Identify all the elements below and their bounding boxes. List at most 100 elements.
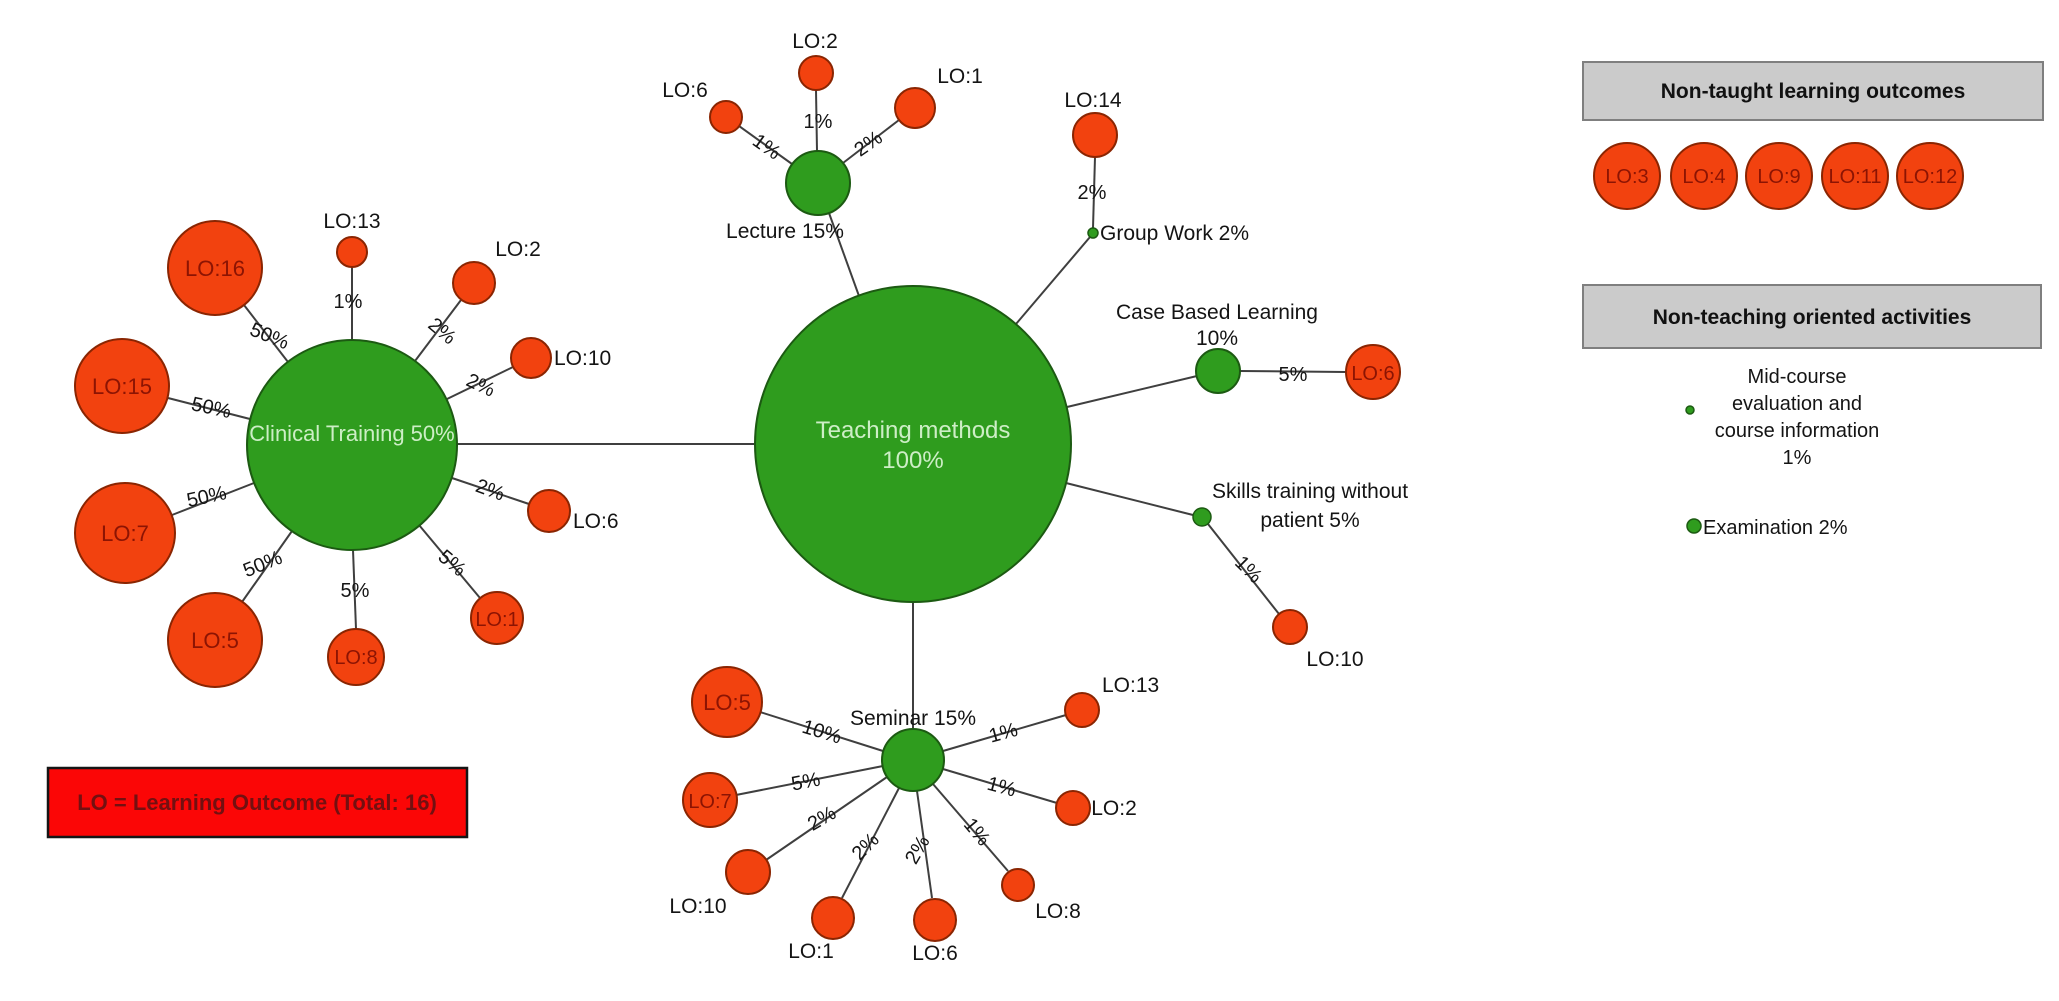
edge-seminar-lo5 (759, 711, 884, 752)
edge-percent: 5% (341, 580, 370, 602)
node-seminar-lo1 (811, 896, 855, 940)
lo-label: LO:8 (1035, 900, 1081, 923)
non-teaching-header-box (1582, 284, 2042, 349)
edge-percent: 1% (985, 773, 1019, 802)
lo-label: LO:2 (495, 238, 541, 261)
edge-percent: 5% (790, 769, 823, 796)
cluster-skills-training: Skills training without patient 5% LO:10… (1192, 480, 1408, 671)
edge-percent: 50% (189, 393, 233, 423)
edge-clinical-lo6 (451, 477, 530, 505)
lo-label: LO:5 (191, 628, 239, 653)
note-box (46, 766, 469, 839)
case-based-learning-circle (1195, 348, 1241, 394)
edge-clinical-lo16 (243, 304, 289, 363)
lo-label: LO:10 (1306, 648, 1363, 671)
group-work-label: Group Work 2% (1100, 222, 1249, 245)
node-nontaught-lo4 (1670, 142, 1738, 210)
lo-label: LO:4 (1682, 166, 1725, 188)
lo-label: LO:7 (101, 521, 149, 546)
node-lecture-lo1 (894, 87, 936, 129)
node-nontaught-lo9 (1745, 142, 1813, 210)
node-nontaught-lo12 (1896, 142, 1964, 210)
edge-seminar-lo7 (735, 765, 884, 796)
node-clinical-lo16 (167, 220, 263, 316)
case-based-learning-percent: 10% (1196, 327, 1238, 350)
node-seminar-lo10 (725, 849, 771, 895)
node-seminar-lo2 (1055, 790, 1091, 826)
edge-percent: 50% (240, 547, 286, 582)
skills-training-percent: patient 5% (1260, 509, 1359, 532)
edge-cbl-lo6 (1239, 370, 1347, 373)
lo-label: LO:6 (912, 942, 958, 965)
edge-percent: 2% (901, 832, 935, 868)
edge-clinical-lo15 (167, 397, 251, 420)
mid-course-line2: evaluation and (1732, 393, 1862, 415)
lo-label: LO:15 (92, 374, 152, 399)
node-nontaught-lo3 (1593, 142, 1661, 210)
lo-label: LO:13 (1102, 674, 1159, 697)
mid-course-percent: 1% (1783, 447, 1812, 469)
edge-seminar-lo1 (841, 787, 900, 899)
edge-center-cbl (1066, 375, 1198, 408)
note-text: LO = Learning Outcome (Total: 16) (77, 790, 437, 815)
non-teaching-title: Non-teaching oriented activities (1653, 306, 1972, 329)
lo-label: LO:1 (475, 609, 518, 631)
edge-seminar-lo10 (765, 776, 888, 861)
edge-seminar-lo13 (942, 714, 1067, 752)
note: LO = Learning Outcome (Total: 16) (46, 766, 469, 839)
cluster-seminar: Seminar 15% LO:5 10% LO:7 5% LO:10 2% LO… (669, 666, 1159, 965)
lo-label: LO:9 (1757, 166, 1800, 188)
mid-course-line1: Mid-course (1748, 366, 1847, 388)
mid-course-line3: course information (1715, 420, 1880, 442)
lo-label: LO:5 (703, 690, 751, 715)
lo-label: LO:6 (1351, 363, 1394, 385)
node-clinical-lo15 (74, 338, 170, 434)
edge-percent: 2% (848, 829, 884, 865)
lo-label: LO:8 (334, 647, 377, 669)
edge-center-groupwork (1015, 236, 1091, 325)
edge-seminar-lo8 (932, 783, 1009, 872)
edge-seminar-lo2 (942, 768, 1058, 804)
lo-label: LO:7 (688, 791, 731, 813)
clinical-training-label: Clinical Training 50% (249, 421, 454, 446)
edge-seminar-lo6 (916, 790, 933, 899)
node-clinical-lo13 (336, 236, 368, 268)
edge-percent: 10% (799, 716, 844, 749)
node-nontaught-lo11 (1821, 142, 1889, 210)
node-groupwork-lo14 (1072, 112, 1118, 158)
edges (167, 89, 1347, 899)
node-clinical-lo5 (167, 592, 263, 688)
edge-percent: 2% (473, 475, 508, 506)
lo-label: LO:1 (788, 940, 834, 963)
node-skills-lo10 (1272, 609, 1308, 645)
lecture-circle (785, 150, 851, 216)
edge-percent: 2% (424, 314, 460, 350)
lo-label: LO:6 (662, 79, 708, 102)
examination-label: Examination 2% (1703, 517, 1848, 539)
edge-clinical-lo1 (418, 524, 481, 599)
legend-non-taught: Non-taught learning outcomes LO:3 LO:4 L… (1582, 61, 2044, 210)
edge-percent: 1% (1230, 552, 1266, 588)
case-based-learning-label: Case Based Learning (1116, 301, 1318, 324)
lo-label: LO:12 (1903, 166, 1957, 188)
lo-label: LO:11 (1829, 166, 1882, 188)
lo-label: LO:10 (554, 347, 611, 370)
edge-skills-lo10 (1207, 523, 1280, 615)
node-seminar-lo13 (1064, 692, 1100, 728)
edge-percent: 1% (987, 719, 1021, 748)
node-seminar-lo5 (691, 666, 763, 738)
lo-label: LO:6 (573, 510, 619, 533)
legend-non-teaching: Non-teaching oriented activities Mid-cou… (1582, 284, 2042, 539)
clinical-training-circle (246, 339, 458, 551)
edge-percent: 2% (1078, 182, 1107, 204)
edge-percent: 5% (1279, 364, 1308, 386)
edge-percent: 2% (850, 127, 886, 162)
mid-course-dot (1685, 405, 1695, 415)
skills-training-label: Skills training without (1212, 480, 1408, 503)
cluster-clinical-training: Clinical Training 50% LO:16 50% LO:13 1%… (74, 210, 619, 688)
node-clinical-lo2 (452, 261, 496, 305)
seminar-circle (881, 728, 945, 792)
edge-percent: 50% (185, 482, 229, 512)
cluster-lecture: Lecture 15% LO:6 1% LO:2 1% LO:1 2% (662, 30, 983, 243)
